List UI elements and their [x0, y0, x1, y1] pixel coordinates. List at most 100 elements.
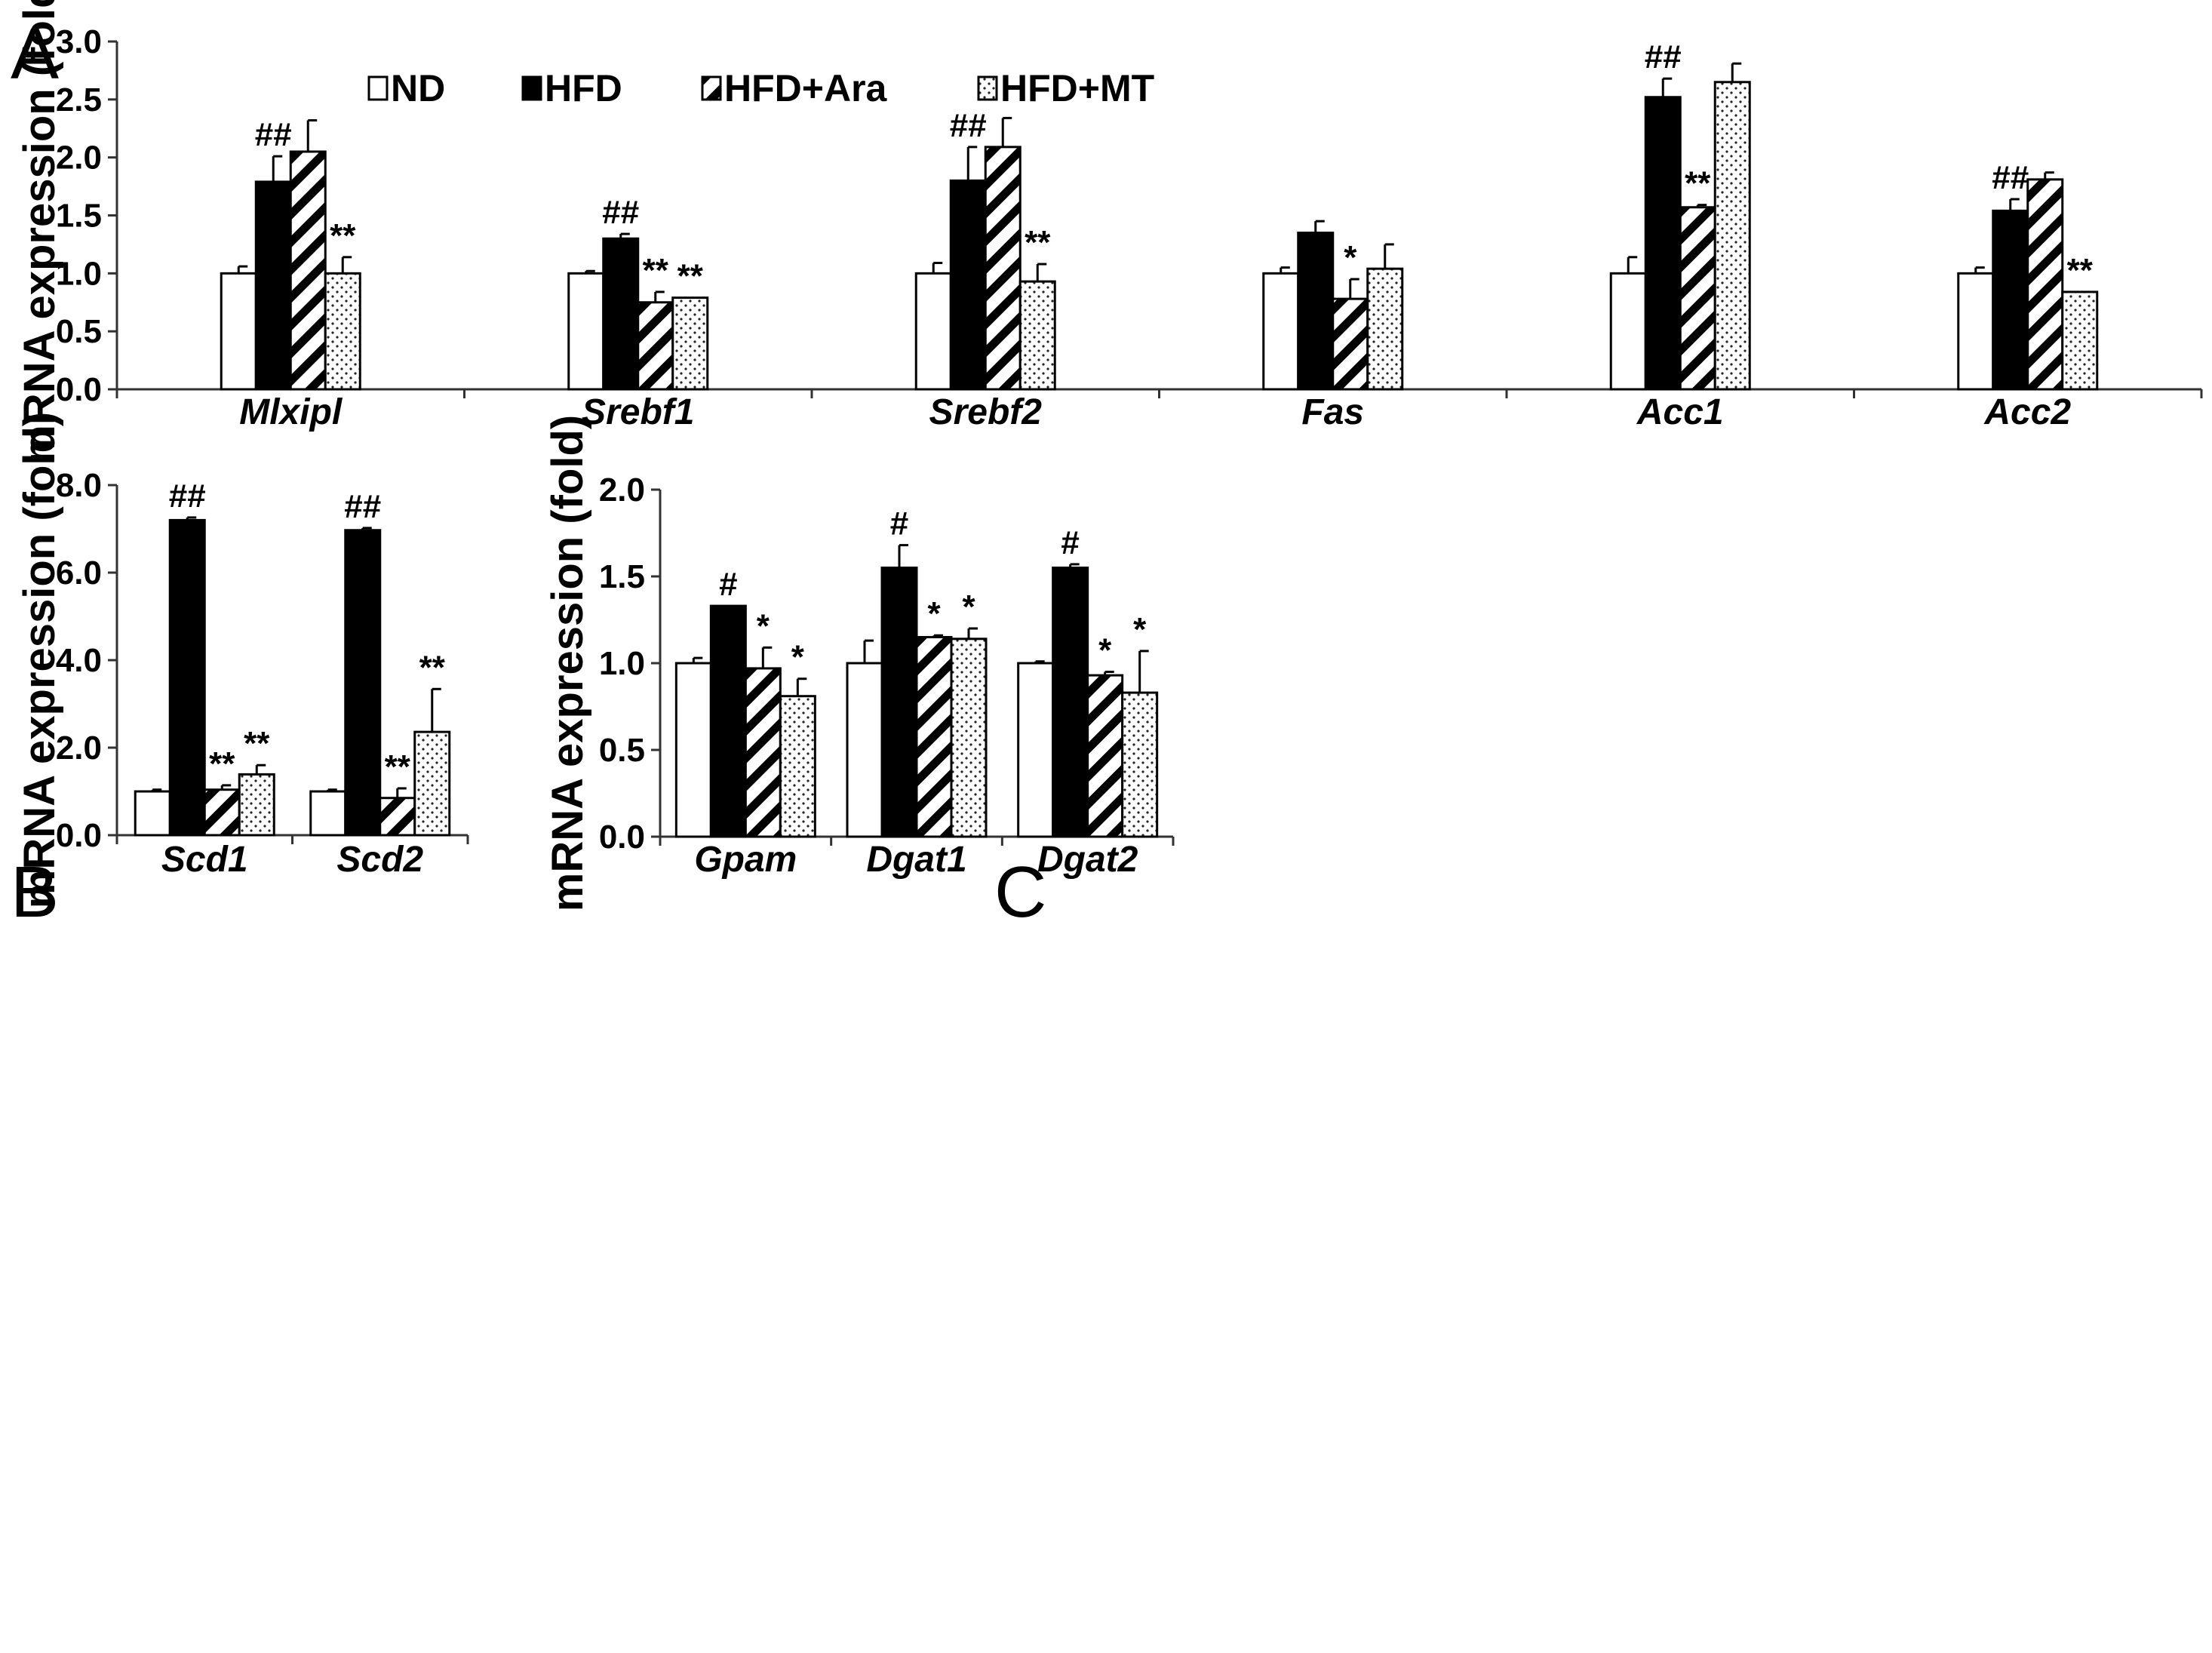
- sig-label-scd2-hfd-ara: **: [385, 748, 411, 785]
- y-tick-label-c: 1.5: [599, 558, 645, 595]
- y-tick-label-c: 0.5: [599, 732, 645, 769]
- sig-label-acc1-hfd: ##: [1645, 38, 1682, 75]
- legend-label-hfd-mt: HFD+MT: [1000, 67, 1154, 109]
- bar-scd2-nd: [309, 790, 347, 837]
- sig-label-gpam-hfd-mt: *: [791, 639, 805, 676]
- bar-mlxipl-hfd-mt: [324, 272, 361, 391]
- category-label-scd1: Scd1: [161, 840, 248, 880]
- bar-srebf2-hfd-mt: [1018, 280, 1056, 391]
- y-axis-title-b: mRNA expression (fold): [15, 412, 64, 908]
- bar-gpam-nd: [674, 662, 712, 838]
- sig-label-acc2-hfd-mt: **: [2067, 252, 2094, 289]
- bar-mlxipl-hfd: [254, 180, 292, 391]
- bar-dgat2-hfd-mt: [1121, 691, 1159, 838]
- sig-label-gpam-hfd: #: [719, 566, 737, 603]
- sig-label-scd1-hfd-mt: **: [244, 725, 270, 762]
- bar-gpam-hfd-mt: [779, 695, 816, 838]
- y-tick-label-a: 1.5: [56, 198, 102, 235]
- bar-scd1-hfd-ara: [203, 788, 241, 837]
- y-axis-title-c: mRNA expression (fold): [543, 415, 592, 911]
- bar-scd1-nd: [134, 790, 171, 837]
- sig-label-srebf2-hfd: ##: [950, 107, 987, 144]
- legend-item-hfd: HFD: [521, 67, 622, 109]
- category-label-scd2: Scd2: [336, 840, 423, 880]
- category-label-acc1: Acc1: [1636, 392, 1724, 432]
- bar-acc2-hfd-ara: [2026, 178, 2064, 391]
- y-axis-title-a: mRNA expression (fold): [15, 0, 64, 464]
- legend-item-hfd-ara: HFD+Ara: [701, 67, 888, 109]
- sig-label-fas-hfd-ara: *: [1344, 239, 1357, 276]
- sig-label-mlxipl-hfd-mt: **: [330, 217, 356, 254]
- bar-srebf1-hfd-ara: [637, 301, 674, 391]
- category-label-dgat1: Dgat1: [866, 840, 966, 880]
- bar-dgat2-hfd: [1052, 567, 1089, 838]
- bar-fas-hfd-mt: [1366, 267, 1404, 391]
- y-tick-label-a: 1.0: [56, 255, 102, 292]
- sig-label-dgat2-hfd-mt: *: [1133, 611, 1147, 648]
- bar-gpam-hfd-ara: [744, 667, 782, 838]
- bar-acc1-nd: [1609, 272, 1647, 391]
- bar-gpam-hfd: [709, 604, 747, 838]
- sig-label-dgat1-hfd-mt: *: [962, 588, 975, 625]
- y-tick-label-b: 6.0: [56, 555, 102, 591]
- y-tick-label-b: 4.0: [56, 642, 102, 679]
- y-tick-label-a: 2.0: [56, 140, 102, 177]
- sig-label-scd2-hfd-mt: **: [419, 649, 446, 686]
- sig-label-srebf1-hfd: ##: [602, 194, 639, 231]
- category-label-dgat2: Dgat2: [1037, 840, 1138, 880]
- sig-label-scd2-hfd: ##: [344, 488, 381, 525]
- sig-label-dgat2-hfd-ara: *: [1098, 632, 1112, 669]
- legend-label-hfd: HFD: [545, 67, 622, 109]
- bar-scd2-hfd: [344, 529, 382, 837]
- sig-label-dgat1-hfd-ara: *: [927, 595, 941, 632]
- panel-letter-b: B: [11, 852, 59, 933]
- y-tick-label-b: 2.0: [56, 730, 102, 767]
- bar-scd1-hfd: [168, 518, 206, 837]
- bar-acc2-hfd: [1992, 209, 2029, 391]
- y-tick-label-c: 1.0: [599, 645, 645, 682]
- bar-acc2-nd: [1957, 272, 1995, 391]
- bar-dgat1-hfd: [880, 567, 918, 838]
- sig-label-srebf1-hfd-mt: **: [677, 258, 704, 295]
- category-label-acc2: Acc2: [1983, 392, 2071, 432]
- bar-mlxipl-hfd-ara: [289, 150, 327, 391]
- bar-srebf1-hfd: [602, 237, 640, 391]
- bar-acc2-hfd-mt: [2061, 290, 2099, 391]
- category-label-fas: Fas: [1301, 392, 1364, 432]
- legend-item-hfd-mt: HFD+MT: [977, 67, 1154, 109]
- bar-srebf1-hfd-mt: [671, 296, 709, 391]
- bar-srebf2-hfd: [949, 179, 987, 391]
- bar-dgat1-nd: [846, 662, 883, 838]
- bar-scd2-hfd-mt: [413, 730, 451, 837]
- legend-label-hfd-ara: HFD+Ara: [724, 67, 888, 109]
- sig-label-mlxipl-hfd: ##: [255, 116, 292, 153]
- bar-fas-hfd: [1297, 232, 1335, 391]
- bar-mlxipl-nd: [220, 272, 257, 391]
- bar-dgat2-hfd-ara: [1086, 674, 1124, 838]
- y-tick-label-c: 0.0: [599, 819, 645, 856]
- legend: ND HFD HFD+Ara HFD+MT: [367, 67, 1154, 109]
- sig-label-scd1-hfd: ##: [169, 478, 206, 515]
- bar-srebf2-nd: [914, 272, 952, 391]
- sig-label-dgat2-hfd: #: [1061, 524, 1079, 561]
- category-label-srebf1: Srebf1: [582, 392, 694, 432]
- bar-dgat2-nd: [1017, 662, 1055, 838]
- bar-dgat1-hfd-mt: [950, 638, 988, 838]
- sig-label-acc1-hfd-ara: **: [1685, 165, 1711, 202]
- bar-scd2-hfd-ara: [379, 797, 416, 837]
- y-tick-label-a: 0.0: [56, 371, 102, 408]
- legend-label-nd: ND: [391, 67, 445, 109]
- bar-dgat1-hfd-ara: [915, 636, 953, 838]
- sig-label-dgat1-hfd: #: [890, 505, 908, 542]
- bar-srebf2-hfd-ara: [984, 146, 1022, 391]
- bar-acc1-hfd-mt: [1713, 81, 1751, 391]
- panel-letter-a: A: [11, 14, 59, 94]
- legend-item-nd: ND: [367, 67, 445, 109]
- y-tick-label-a: 2.5: [56, 81, 102, 118]
- sig-label-acc2-hfd: ##: [1992, 159, 2029, 196]
- sig-label-srebf2-hfd-mt: **: [1025, 224, 1051, 261]
- bar-scd1-hfd-mt: [238, 773, 275, 837]
- category-label-mlxipl: Mlxipl: [239, 392, 343, 432]
